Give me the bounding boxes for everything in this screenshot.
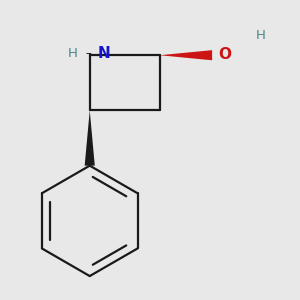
Text: N: N bbox=[98, 46, 111, 61]
Polygon shape bbox=[85, 110, 95, 166]
Text: H: H bbox=[255, 29, 265, 42]
Text: O: O bbox=[219, 47, 232, 62]
Polygon shape bbox=[160, 50, 212, 60]
Text: –: – bbox=[85, 47, 91, 60]
Text: H: H bbox=[68, 47, 78, 60]
